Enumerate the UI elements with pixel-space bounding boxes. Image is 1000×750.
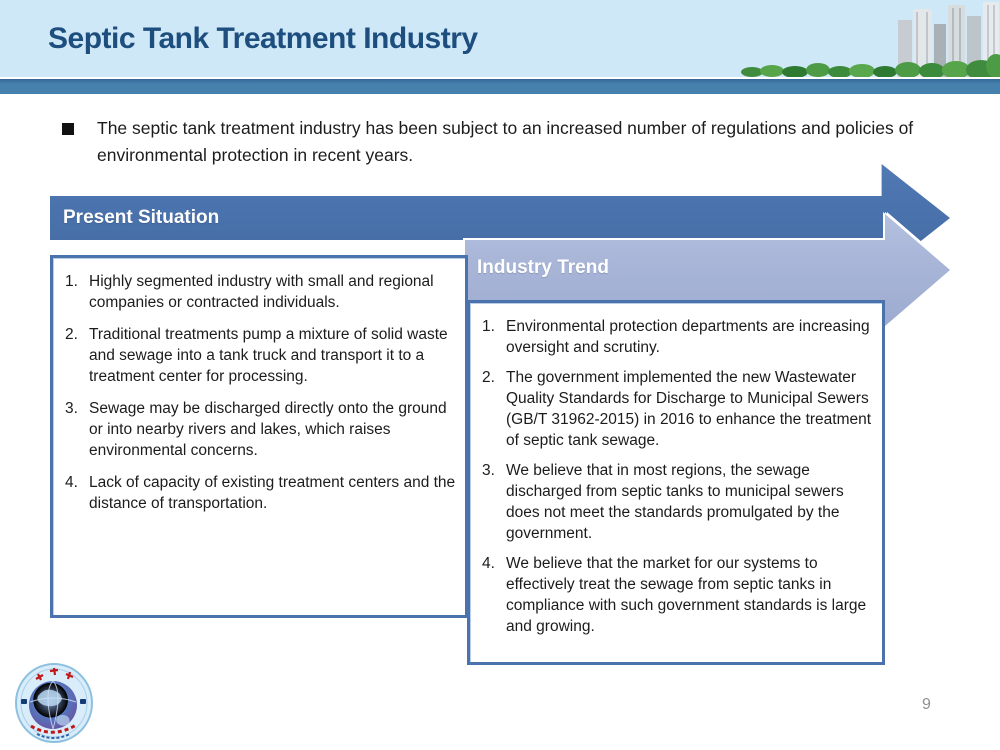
header-divider-bar [0,79,1000,94]
list-item-number: 2. [65,326,78,343]
list-item-number: 3. [65,400,78,417]
list-item-number: 4. [482,555,495,572]
list-item-number: 1. [482,318,495,335]
intro-bullet-row: The septic tank treatment industry has b… [62,115,932,169]
square-bullet-icon [62,123,74,135]
page-number: 9 [922,696,931,713]
logo-side-marks [21,699,86,704]
logo-top-marks [35,667,74,681]
list-item-text: Environmental protection departments are… [506,318,870,356]
list-item: 3. We believe that in most regions, the … [482,460,874,544]
slide-title: Septic Tank Treatment Industry [48,22,478,55]
industry-trend-heading: Industry Trend [477,257,609,278]
list-item: 3. Sewage may be discharged directly ont… [65,398,457,461]
list-item-text: Lack of capacity of existing treatment c… [89,474,456,512]
list-item-number: 4. [65,474,78,491]
slide-header: Septic Tank Treatment Industry [0,0,1000,77]
industry-trend-panel: 1. Environmental protection departments … [467,300,885,665]
industry-trend-list: 1. Environmental protection departments … [470,303,882,637]
trees-graphic [741,54,1000,77]
present-situation-heading: Present Situation [63,207,220,228]
list-item-text: Highly segmented industry with small and… [89,273,434,311]
list-item: 1. Highly segmented industry with small … [65,271,457,313]
present-situation-panel: 1. Highly segmented industry with small … [50,255,468,618]
intro-bullet-text: The septic tank treatment industry has b… [97,118,914,165]
present-situation-list: 1. Highly segmented industry with small … [53,258,465,514]
list-item: 2. The government implemented the new Wa… [482,367,874,451]
list-item-text: The government implemented the new Waste… [506,369,872,449]
list-item: 4. We believe that the market for our sy… [482,553,874,637]
list-item-text: We believe that in most regions, the sew… [506,462,844,542]
company-logo [15,663,93,743]
list-item: 4. Lack of capacity of existing treatmen… [65,472,457,514]
list-item-number: 2. [482,369,495,386]
list-item-number: 3. [482,462,495,479]
list-item: 1. Environmental protection departments … [482,316,874,358]
city-skyline-graphic [741,2,1000,77]
list-item: 2. Traditional treatments pump a mixture… [65,324,457,387]
list-item-text: Traditional treatments pump a mixture of… [89,326,448,385]
list-item-number: 1. [65,273,78,290]
list-item-text: We believe that the market for our syste… [506,555,867,635]
list-item-text: Sewage may be discharged directly onto t… [89,400,447,459]
